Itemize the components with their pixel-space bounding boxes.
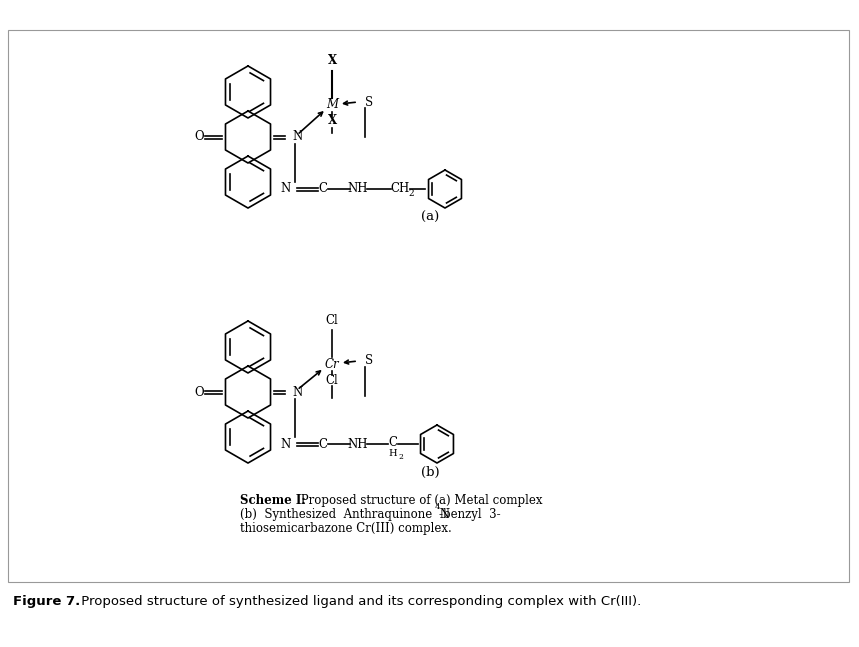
Text: N: N bbox=[281, 182, 291, 195]
Text: O: O bbox=[194, 131, 204, 144]
Text: NH: NH bbox=[348, 182, 369, 195]
FancyBboxPatch shape bbox=[8, 30, 849, 582]
Text: X: X bbox=[327, 115, 337, 127]
Text: X: X bbox=[327, 54, 337, 67]
Text: C: C bbox=[319, 437, 327, 450]
Text: Cl: Cl bbox=[326, 314, 338, 327]
Text: (b): (b) bbox=[421, 465, 439, 479]
Text: Scheme I:: Scheme I: bbox=[240, 494, 306, 507]
Text: S: S bbox=[365, 355, 373, 367]
Text: C: C bbox=[319, 182, 327, 195]
Text: O: O bbox=[194, 386, 204, 399]
Text: (b)  Synthesized  Anthraquinone  N: (b) Synthesized Anthraquinone N bbox=[240, 508, 450, 521]
Text: Cl: Cl bbox=[326, 373, 338, 386]
Text: Proposed structure of synthesized ligand and its corresponding complex with Cr(I: Proposed structure of synthesized ligand… bbox=[77, 595, 642, 608]
Text: Proposed structure of (a) Metal complex: Proposed structure of (a) Metal complex bbox=[297, 494, 543, 507]
Text: NH: NH bbox=[348, 437, 369, 450]
Text: 2: 2 bbox=[398, 453, 403, 461]
Text: N: N bbox=[292, 386, 302, 399]
Text: CH: CH bbox=[390, 182, 410, 195]
Text: Figure 7.: Figure 7. bbox=[13, 595, 80, 608]
Text: M: M bbox=[326, 98, 338, 111]
Text: 2: 2 bbox=[408, 188, 414, 197]
Text: C: C bbox=[388, 437, 398, 450]
Text: S: S bbox=[365, 96, 373, 109]
Text: 4: 4 bbox=[435, 503, 441, 511]
Text: thiosemicarbazone Cr(III) complex.: thiosemicarbazone Cr(III) complex. bbox=[240, 522, 452, 535]
Text: N: N bbox=[292, 131, 302, 144]
Text: -benzyl  3-: -benzyl 3- bbox=[439, 508, 501, 521]
Text: (a): (a) bbox=[421, 210, 439, 223]
Text: H: H bbox=[388, 448, 398, 457]
Text: Cr: Cr bbox=[325, 358, 339, 371]
Text: N: N bbox=[281, 437, 291, 450]
